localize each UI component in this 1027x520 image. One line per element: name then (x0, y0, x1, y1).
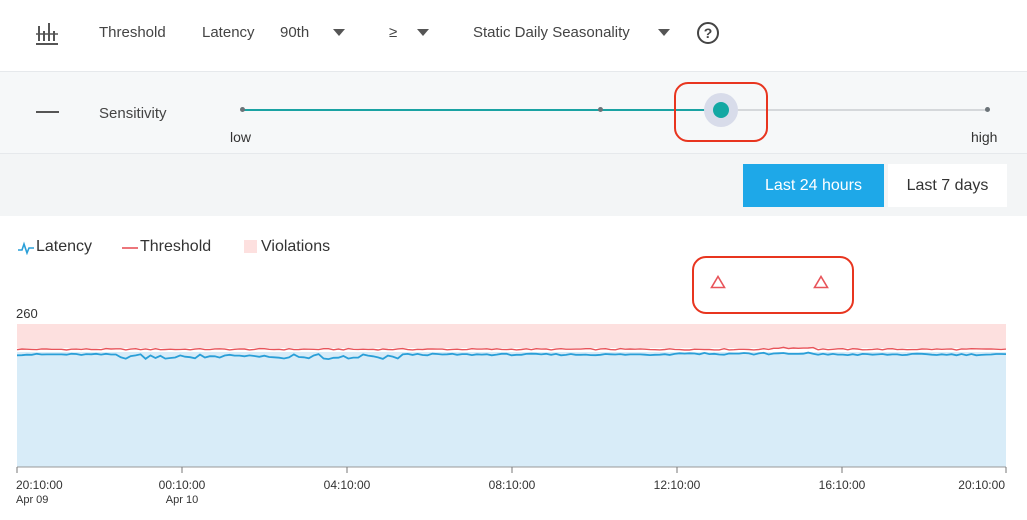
violation-band (17, 324, 1006, 348)
violation-marker-icon[interactable] (813, 275, 829, 289)
x-tick-label: 04:10:00 (324, 478, 371, 492)
question-circle-icon[interactable]: ? (697, 22, 719, 44)
last-7-days-button[interactable]: Last 7 days (888, 164, 1007, 207)
sensitivity-panel: Sensitivity low high (0, 72, 1027, 154)
metric-label: Latency (202, 24, 255, 41)
last-24-hours-button[interactable]: Last 24 hours (743, 164, 884, 207)
sensitivity-label: Sensitivity (99, 105, 167, 122)
latency-line (16, 351, 1007, 361)
operator-chevron-down-icon[interactable] (417, 29, 429, 36)
legend-threshold[interactable]: Threshold (140, 238, 212, 255)
x-tick-date-label: Apr 09 (16, 494, 48, 506)
x-tick-label: 00:10:00 (159, 478, 206, 492)
threshold-legend-icon (122, 247, 138, 249)
violations-annotation-highlight (692, 256, 854, 314)
sensitivity-track-fill (242, 109, 719, 111)
percentile-chevron-down-icon[interactable] (333, 29, 345, 36)
seasonality-dropdown[interactable]: Static Daily Seasonality (473, 24, 630, 41)
x-tick-label: 20:10:00 (16, 478, 63, 492)
sensitivity-low-label: low (230, 129, 252, 145)
violation-marker-icon[interactable] (710, 275, 726, 289)
latency-legend-icon (18, 241, 34, 255)
time-range-bar: Last 24 hours Last 7 days (0, 154, 1027, 216)
threshold-line (16, 346, 1007, 351)
seasonality-chevron-down-icon[interactable] (658, 29, 670, 36)
operator-dropdown[interactable]: ≥ (389, 24, 398, 41)
slider-step-dot[interactable] (598, 107, 603, 112)
x-tick-label: 16:10:00 (819, 478, 866, 492)
sensitivity-slider-handle[interactable] (713, 102, 729, 118)
toolbar: Threshold Latency 90th ≥ Static Daily Se… (0, 0, 1027, 72)
y-axis-top-label: 260 (16, 306, 38, 321)
slider-step-dot[interactable] (240, 107, 245, 112)
percentile-dropdown[interactable]: 90th (280, 24, 310, 41)
bar-chart-icon[interactable] (34, 20, 60, 46)
latency-area (17, 352, 1006, 467)
x-tick-label: 12:10:00 (654, 478, 701, 492)
x-tick-label: 20:10:00 (958, 478, 1005, 492)
x-tick-label: 08:10:00 (489, 478, 536, 492)
x-axis-ticks: 20:10:00 Apr 09 00:10:00 Apr 10 04:10:00 08:1… (16, 467, 1007, 506)
x-tick-date-label: Apr 10 (166, 494, 198, 506)
latency-chart[interactable]: 260 20:10:00 Apr 09 00:10:00 Apr 10 04:10:00… (0, 300, 1027, 515)
threshold-label: Threshold (99, 24, 166, 41)
legend-latency[interactable]: Latency (36, 238, 93, 255)
slider-annotation-highlight (674, 82, 768, 142)
sensitivity-high-label: high (971, 129, 998, 145)
violations-legend-icon (244, 240, 257, 253)
legend-violations[interactable]: Violations (261, 238, 331, 255)
collapse-minus-icon[interactable] (36, 111, 59, 113)
slider-step-dot[interactable] (985, 107, 990, 112)
